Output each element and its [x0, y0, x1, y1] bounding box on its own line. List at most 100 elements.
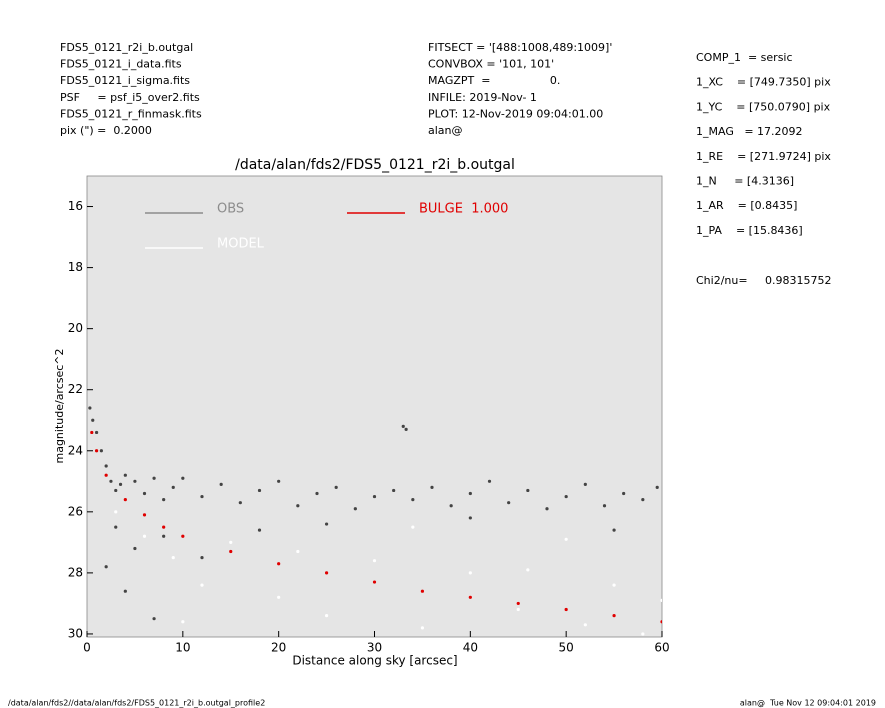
- data-point: [277, 595, 281, 599]
- data-point: [142, 491, 147, 496]
- data-point: [468, 491, 472, 496]
- data-point: [660, 598, 662, 602]
- data-point: [655, 485, 659, 490]
- data-point: [296, 549, 300, 554]
- y-axis-label: magnitude/arcsec^2: [53, 348, 66, 463]
- data-point: [526, 568, 530, 572]
- data-point: [114, 525, 118, 529]
- legend-label: MODEL: [217, 237, 265, 252]
- data-point: [162, 498, 166, 502]
- data-point: [602, 504, 607, 508]
- y-tick-label: 22: [68, 382, 83, 396]
- legend-label: BULGE 1.000: [419, 202, 508, 217]
- data-point: [114, 510, 118, 514]
- data-point: [641, 498, 645, 502]
- data-point: [449, 504, 453, 508]
- param-line: 1_N = [4.3136]: [696, 175, 794, 188]
- data-point: [91, 418, 95, 422]
- data-point: [257, 488, 262, 493]
- data-point: [516, 607, 520, 612]
- data-point: [104, 464, 108, 468]
- data-point: [152, 617, 156, 621]
- header-mid-line: PLOT: 12-Nov-2019 09:04:01.00: [428, 107, 603, 120]
- data-point: [411, 525, 415, 529]
- data-point: [420, 589, 425, 593]
- data-point: [583, 623, 587, 627]
- data-point: [622, 491, 626, 496]
- data-point: [372, 559, 377, 563]
- data-point: [229, 549, 233, 554]
- data-point: [104, 565, 108, 569]
- footer-right: alan@ Tue Nov 12 09:04:01 2019: [740, 699, 876, 708]
- header-left-line: pix (") = 0.2000: [60, 124, 152, 137]
- param-line: 1_XC = [749.7350] pix: [696, 76, 831, 89]
- data-point: [372, 494, 377, 499]
- data-point: [641, 632, 645, 636]
- param-line: 1_YC = [750.0790] pix: [696, 100, 831, 113]
- header-left-line: PSF = psf_i5_over2.fits: [60, 91, 200, 104]
- data-point: [171, 556, 175, 560]
- data-point: [257, 528, 262, 532]
- data-point: [660, 620, 662, 624]
- x-axis-label: Distance along sky [arcsec]: [292, 654, 457, 668]
- data-point: [118, 482, 123, 486]
- header-mid-line: alan@: [428, 124, 463, 137]
- data-point: [181, 620, 185, 624]
- data-point: [583, 482, 587, 486]
- data-point: [404, 427, 408, 431]
- data-point: [411, 498, 415, 502]
- data-point: [142, 513, 147, 517]
- x-tick-label: 20: [271, 641, 286, 655]
- data-point: [372, 580, 377, 584]
- chi2: Chi2/nu= 0.98315752: [696, 274, 832, 287]
- data-point: [99, 449, 103, 453]
- data-point: [564, 607, 568, 612]
- param-line: COMP_1 = sersic: [696, 51, 793, 64]
- x-tick-label: 0: [83, 641, 91, 655]
- data-point: [324, 522, 329, 526]
- data-point: [104, 473, 108, 477]
- header-left-line: FDS5_0121_i_sigma.fits: [60, 74, 190, 87]
- data-point: [229, 540, 233, 544]
- x-tick-label: 40: [463, 641, 478, 655]
- data-point: [468, 571, 472, 575]
- data-point: [507, 501, 511, 505]
- header-mid-line: CONVBOX = '101, 101': [428, 58, 554, 71]
- data-point: [468, 595, 472, 599]
- y-tick-label: 20: [68, 321, 83, 335]
- data-point: [94, 430, 99, 435]
- data-point: [353, 507, 357, 511]
- data-point: [420, 626, 425, 630]
- data-point: [162, 534, 166, 538]
- data-point: [181, 476, 185, 480]
- data-point: [200, 583, 204, 587]
- data-point: [181, 534, 185, 538]
- header-left-line: FDS5_0121_r2i_b.outgal: [60, 41, 193, 54]
- x-tick-label: 50: [559, 641, 574, 655]
- footer-left: /data/alan/fds2//data/alan/fds2/FDS5_012…: [8, 699, 265, 708]
- data-point: [430, 485, 434, 490]
- data-point: [612, 583, 616, 587]
- data-point: [315, 491, 319, 496]
- data-point: [277, 562, 281, 566]
- x-tick-label: 30: [367, 641, 382, 655]
- header-mid-line: MAGZPT = 0.: [428, 74, 560, 87]
- data-point: [200, 494, 204, 499]
- data-point: [133, 546, 137, 551]
- header-left-line: FDS5_0121_i_data.fits: [60, 58, 182, 71]
- chart-title: /data/alan/fds2/FDS5_0121_r2i_b.outgal: [235, 157, 515, 173]
- data-point: [324, 571, 329, 575]
- y-tick-label: 18: [68, 260, 83, 274]
- y-tick-label: 30: [68, 626, 83, 640]
- data-point: [526, 488, 530, 493]
- data-point: [612, 614, 616, 618]
- data-point: [334, 485, 338, 490]
- data-point: [238, 501, 242, 505]
- data-point: [564, 494, 568, 499]
- y-tick-label: 28: [68, 565, 83, 579]
- data-point: [114, 488, 118, 493]
- data-point: [296, 504, 300, 508]
- x-tick-label: 10: [175, 641, 190, 655]
- data-point: [123, 473, 127, 477]
